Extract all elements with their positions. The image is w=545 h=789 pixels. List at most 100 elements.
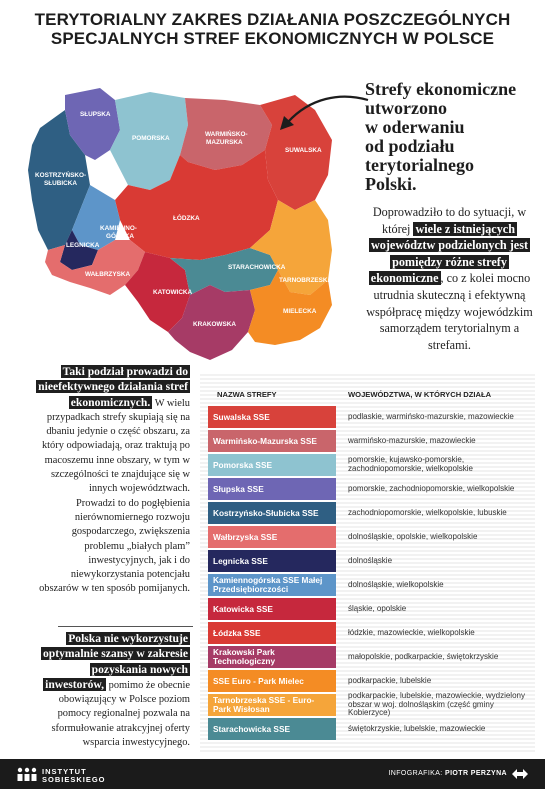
headline-line-5: terytorialnego xyxy=(365,155,474,175)
label-krakowska: KRAKOWSKA xyxy=(193,321,236,328)
voivodeships-cell: dolnośląskie, opolskie, wielkopolskie xyxy=(348,531,478,541)
headline-line-2: utworzono xyxy=(365,98,447,118)
label-lodzka: ŁÓDZKA xyxy=(173,213,200,222)
zone-kamiennogorska xyxy=(72,185,120,250)
headline-line-1: Strefy ekonomiczne xyxy=(365,79,517,99)
zone-name-cell: Krakowski Park Technologiczny xyxy=(208,646,336,668)
footer: INSTYTUT SOBIESKIEGO INFOGRAFIKA: PIOTR … xyxy=(0,759,545,789)
zone-name-cell: Wałbrzyska SSE xyxy=(208,526,336,548)
zone-name-cell: Suwalska SSE xyxy=(208,406,336,428)
label-starachowicka: STARACHOWICKA xyxy=(228,264,286,271)
zone-krakowska xyxy=(168,285,255,360)
table-row: Warmińsko-Mazurska SSE warmińsko-mazurski… xyxy=(208,430,530,454)
headline-line-3: w oderwaniu xyxy=(365,117,465,137)
title-line-1: TERYTORIALNY ZAKRES DZIAŁANIA POSZCZEGÓL… xyxy=(34,10,511,29)
zone-mielecka xyxy=(248,270,332,345)
zone-name-cell: Tarnobrzeska SSE - Euro-Park Wisłosan xyxy=(208,694,336,716)
right-paragraph-text-1: Doprowadziło to do sytuacji, w której xyxy=(372,205,527,236)
zone-name-cell: Słupska SSE xyxy=(208,478,336,500)
voivodeships-cell: małopolskie, podkarpackie, świętokrzyski… xyxy=(348,651,499,661)
table-row: Wałbrzyska SSE dolnośląskie, opolskie, wi… xyxy=(208,526,530,550)
zones-table: NAZWA STREFY WOJEWÓDZTWA, W KTÓRYCH DZIA… xyxy=(200,372,535,752)
institute-logo-icon xyxy=(17,767,37,781)
zone-name-cell: Starachowicka SSE xyxy=(208,718,336,740)
poland-zones-map: SŁUPSKA POMORSKA WARMIŃSKO- MAZURSKA SUW… xyxy=(28,88,333,360)
credit: INFOGRAFIKA: PIOTR PERZYNA xyxy=(388,770,507,777)
label-suwalska: SUWALSKA xyxy=(285,147,322,154)
headline-line-4: od podziału xyxy=(365,136,455,156)
zone-name-cell: Łódzka SSE xyxy=(208,622,336,644)
table-header-voivodeships: WOJEWÓDZTWA, W KTÓRYCH DZIAŁA xyxy=(348,390,492,399)
label-tarnobrzeska: TARNOBRZESKA xyxy=(279,277,333,284)
table-row: Kamiennogórska SSE Małej Przedsiębiorczo… xyxy=(208,574,530,598)
headline: Strefy ekonomiczne utworzono w oderwaniu… xyxy=(365,80,535,194)
label-kamiennogorska-2: GÓRSKA xyxy=(106,231,134,240)
table-row: Tarnobrzeska SSE - Euro-Park Wisłosan pod… xyxy=(208,690,530,718)
zone-name-cell: Warmińsko-Mazurska SSE xyxy=(208,430,336,452)
label-slupska: SŁUPSKA xyxy=(80,111,111,118)
zone-name-cell: Pomorska SSE xyxy=(208,454,336,476)
table-row: Łódzka SSE łódzkie, mazowieckie, wielkopo… xyxy=(208,622,530,646)
voivodeships-cell: dolnośląskie xyxy=(348,555,393,565)
voivodeships-cell: pomorskie, kujawsko-pomorskie, zachodnio… xyxy=(348,455,473,473)
zone-lodzka xyxy=(115,150,278,260)
institute-logo-text: INSTYTUT SOBIESKIEGO xyxy=(42,768,106,784)
voivodeships-cell: dolnośląskie, wielkopolskie xyxy=(348,579,444,589)
table-row: Legnicka SSE dolnośląskie xyxy=(208,550,530,574)
right-paragraph-text-2: , co z kolei mocno utrudnia skuteczną i … xyxy=(366,271,533,352)
label-mielecka: MIELECKA xyxy=(283,308,317,315)
zone-suwalska xyxy=(260,95,332,210)
label-warminsko-1: WARMIŃSKO- xyxy=(205,129,248,138)
label-walbrzyska: WAŁBRZYSKA xyxy=(85,271,130,278)
left-paragraph-2-text: pomimo że obecnie obowiązujący w Polsce … xyxy=(51,679,191,749)
zone-warminsko-mazurska xyxy=(180,98,272,170)
voivodeships-cell: świętokrzyskie, lubelskie, mazowieckie xyxy=(348,723,486,733)
label-kamiennogorska-1: KAMIENNO- xyxy=(100,225,137,232)
label-pomorska: POMORSKA xyxy=(132,135,170,142)
left-paragraph-1: Taki podział prowadzi do nieefektywnego … xyxy=(30,365,190,597)
zone-slupska xyxy=(65,88,120,160)
logo-line-1: INSTYTUT xyxy=(42,767,87,776)
zone-pomorska xyxy=(110,92,188,190)
table-row: Suwalska SSE podlaskie, warmińsko-mazursk… xyxy=(208,406,530,430)
zone-starachowicka xyxy=(170,248,278,295)
table-row: Katowicka SSE śląskie, opolskie xyxy=(208,598,530,622)
table-row: Krakowski Park Technologiczny małopolskie… xyxy=(208,646,530,670)
zone-name-cell: Kostrzyńsko-Słubicka SSE xyxy=(208,502,336,524)
credit-prefix: INFOGRAFIKA: xyxy=(388,770,443,777)
label-katowicka: KATOWICKA xyxy=(153,289,193,296)
label-kostrzynsko-1: KOSTRZYŃSKO- xyxy=(35,170,86,179)
label-legnicka: LEGNICKA xyxy=(66,242,100,249)
right-paragraph: Doprowadziło to do sytuacji, w której wi… xyxy=(362,204,537,353)
voivodeships-cell: śląskie, opolskie xyxy=(348,603,407,613)
zone-katowicka xyxy=(125,252,190,332)
left-paragraph-1-text-2: Prowadzi to do pogłębienia nierównomiern… xyxy=(39,497,190,595)
voivodeships-cell: zachodniopomorskie, wielkopolskie, lubus… xyxy=(348,507,507,517)
table-header-zone: NAZWA STREFY xyxy=(217,390,277,399)
page-title: TERYTORIALNY ZAKRES DZIAŁANIA POSZCZEGÓL… xyxy=(0,10,545,48)
voivodeships-cell: łódzkie, mazowieckie, wielkopolskie xyxy=(348,627,475,637)
title-line-2: SPECJALNYCH STREF EKONOMICZNYCH W POLSCE xyxy=(50,29,495,48)
left-paragraph-1-text: W wielu przypadkach strefy skupiają się … xyxy=(41,397,190,495)
zone-name-cell: Kamiennogórska SSE Małej Przedsiębiorczo… xyxy=(208,574,336,596)
table-row: SSE Euro - Park Mielec podkarpackie, lube… xyxy=(208,670,530,694)
table-row: Słupska SSE pomorskie, zachodniopomorskie… xyxy=(208,478,530,502)
zone-kostrzynsko-slubicka xyxy=(28,110,90,250)
voivodeships-cell: pomorskie, zachodniopomorskie, wielkopol… xyxy=(348,483,515,493)
table-row: Kostrzyńsko-Słubicka SSE zachodniopomorsk… xyxy=(208,502,530,526)
zone-legnicka xyxy=(60,230,98,270)
credit-name: PIOTR PERZYNA xyxy=(445,770,507,777)
headline-line-6: Polski. xyxy=(365,174,417,194)
zone-name-cell: Katowicka SSE xyxy=(208,598,336,620)
zone-name-cell: Legnicka SSE xyxy=(208,550,336,572)
zone-walbrzyska xyxy=(45,240,145,295)
label-kostrzynsko-2: SŁUBICKA xyxy=(44,180,77,187)
table-row: Pomorska SSE pomorskie, kujawsko-pomorski… xyxy=(208,454,530,478)
label-warminsko-2: MAZURSKA xyxy=(206,139,243,146)
left-divider xyxy=(58,626,193,627)
zone-name-cell: SSE Euro - Park Mielec xyxy=(208,670,336,692)
logo-line-2: SOBIESKIEGO xyxy=(42,774,106,784)
voivodeships-cell: podkarpackie, lubelskie, mazowieckie, wy… xyxy=(348,690,525,718)
zone-tarnobrzeska xyxy=(250,200,332,295)
voivodeships-cell: podkarpackie, lubelskie xyxy=(348,675,432,685)
